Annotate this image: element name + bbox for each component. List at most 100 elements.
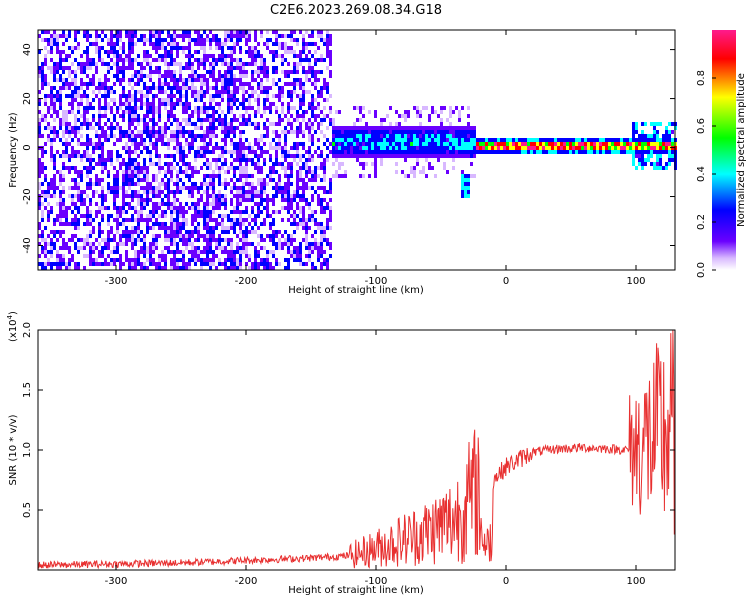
heatmap-cell — [485, 146, 488, 150]
heatmap-cell — [137, 230, 140, 234]
heatmap-cell — [41, 162, 44, 166]
heatmap-cell — [395, 170, 398, 174]
heatmap-cell — [308, 178, 311, 182]
heatmap-cell — [215, 254, 218, 258]
heatmap-cell — [452, 154, 455, 158]
heatmap-cell — [557, 142, 560, 146]
heatmap-cell — [38, 50, 41, 54]
heatmap-cell — [230, 154, 233, 158]
heatmap-cell — [134, 226, 137, 230]
heatmap-cell — [440, 122, 443, 126]
heatmap-cell — [296, 142, 299, 146]
heatmap-cell — [242, 122, 245, 126]
heatmap-cell — [95, 50, 98, 54]
heatmap-cell — [641, 162, 644, 166]
heatmap-cell — [326, 222, 329, 226]
heatmap-cell — [371, 130, 374, 134]
heatmap-cell — [128, 66, 131, 70]
heatmap-cell — [227, 90, 230, 94]
heatmap-cell — [158, 254, 161, 258]
heatmap-cell — [353, 134, 356, 138]
heatmap-cell — [197, 34, 200, 38]
heatmap-cell — [287, 186, 290, 190]
heatmap-cell — [107, 38, 110, 42]
heatmap-cell — [485, 150, 488, 154]
heatmap-cell — [209, 262, 212, 266]
heatmap-cell — [206, 186, 209, 190]
heatmap-cell — [671, 158, 674, 162]
heatmap-cell — [197, 66, 200, 70]
heatmap-cell — [311, 234, 314, 238]
heatmap-cell — [221, 78, 224, 82]
heatmap-cell — [38, 110, 41, 114]
heatmap-cell — [587, 142, 590, 146]
heatmap-cell — [215, 58, 218, 62]
heatmap-cell — [293, 250, 296, 254]
heatmap-cell — [158, 166, 161, 170]
heatmap-cell — [242, 94, 245, 98]
heatmap-cell — [221, 182, 224, 186]
heatmap-cell — [272, 66, 275, 70]
heatmap-cell — [197, 114, 200, 118]
heatmap-cell — [197, 62, 200, 66]
heatmap-cell — [131, 194, 134, 198]
heatmap-cell — [71, 198, 74, 202]
heatmap-cell — [71, 154, 74, 158]
heatmap-cell — [119, 82, 122, 86]
heatmap-cell — [629, 150, 632, 154]
heatmap-cell — [209, 186, 212, 190]
heatmap-cell — [155, 234, 158, 238]
heatmap-cell — [248, 54, 251, 58]
heatmap-cell — [551, 142, 554, 146]
heatmap-cell — [464, 174, 467, 178]
heatmap-cell — [173, 234, 176, 238]
heatmap-cell — [563, 142, 566, 146]
heatmap-cell — [320, 110, 323, 114]
heatmap-cell — [479, 146, 482, 150]
heatmap-cell — [86, 98, 89, 102]
heatmap-cell — [317, 222, 320, 226]
heatmap-cell — [56, 70, 59, 74]
heatmap-cell — [236, 166, 239, 170]
heatmap-cell — [584, 146, 587, 150]
heatmap-cell — [179, 66, 182, 70]
heatmap-cell — [80, 174, 83, 178]
heatmap-cell — [287, 166, 290, 170]
heatmap-cell — [194, 262, 197, 266]
heatmap-cell — [182, 46, 185, 50]
heatmap-cell — [212, 194, 215, 198]
heatmap-cell — [143, 126, 146, 130]
heatmap-cell — [236, 178, 239, 182]
heatmap-cell — [209, 174, 212, 178]
heatmap-cell — [107, 102, 110, 106]
heatmap-cell — [593, 150, 596, 154]
heatmap-cell — [68, 170, 71, 174]
heatmap-cell — [134, 266, 137, 270]
heatmap-cell — [122, 194, 125, 198]
heatmap-cell — [110, 230, 113, 234]
heatmap-cell — [143, 218, 146, 222]
heatmap-cell — [41, 190, 44, 194]
heatmap-cell — [206, 118, 209, 122]
heatmap-cell — [167, 62, 170, 66]
heatmap-cell — [488, 138, 491, 142]
heatmap-cell — [257, 50, 260, 54]
heatmap-cell — [47, 182, 50, 186]
heatmap-cell — [41, 118, 44, 122]
heatmap-cell — [119, 262, 122, 266]
heatmap-cell — [311, 98, 314, 102]
heatmap-cell — [272, 82, 275, 86]
heatmap-cell — [158, 262, 161, 266]
heatmap-cell — [53, 138, 56, 142]
heatmap-cell — [293, 190, 296, 194]
heatmap-cell — [308, 102, 311, 106]
heatmap-cell — [323, 38, 326, 42]
heatmap-cell — [449, 130, 452, 134]
heatmap-cell — [617, 138, 620, 142]
heatmap-cell — [158, 110, 161, 114]
heatmap-cell — [257, 126, 260, 130]
heatmap-cell — [617, 142, 620, 146]
heatmap-cell — [125, 258, 128, 262]
heatmap-cell — [641, 154, 644, 158]
heatmap-cell — [431, 130, 434, 134]
